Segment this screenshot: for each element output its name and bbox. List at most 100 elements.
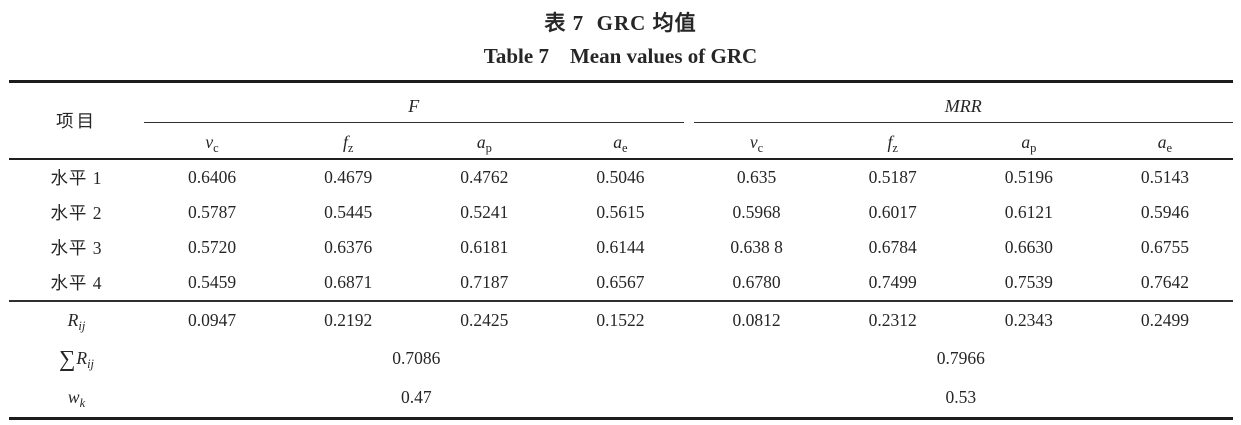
cell-weight-F: 0.47 — [400, 387, 432, 407]
cell-value: 0.7499 — [824, 265, 961, 302]
cell-value: 0.5445 — [324, 202, 373, 222]
cell-weight-MRR: 0.53 — [945, 387, 977, 407]
cell-value: 0.2192 — [324, 310, 373, 330]
var-base: w — [67, 387, 80, 407]
var-sub: ij — [78, 319, 86, 333]
cell-value: 0.6121 — [1004, 202, 1053, 222]
var-base: v — [749, 132, 758, 152]
row-label-wk: wk — [9, 378, 144, 419]
cell-value: 0.5196 — [1004, 167, 1053, 187]
var-base: f — [342, 132, 348, 152]
cell-value: 0.2343 — [1004, 310, 1053, 330]
group-label-F: F — [144, 88, 684, 123]
row-label-sum-Rij: ∑Rij — [9, 339, 144, 378]
group-label-MRR: MRR — [693, 88, 1233, 123]
row-label: 水平 4 — [9, 265, 144, 302]
cell-value: 0.6144 — [596, 237, 645, 257]
var-sub: e — [1166, 141, 1173, 155]
group-header-F: F — [144, 82, 689, 128]
row-label: 水平 3 — [50, 238, 103, 258]
var-sub: e — [622, 141, 628, 155]
var-base: R — [67, 310, 79, 330]
var-sub: z — [892, 141, 898, 155]
table-row-sum-Rij: ∑Rij 0.7086 0.7966 — [9, 339, 1233, 378]
cell-value: 0.7539 — [960, 265, 1097, 302]
table-title-english: Table 7 Mean values of GRC — [483, 44, 758, 68]
cell-value: 0.635 — [736, 167, 777, 187]
subcol-MRR-fz: fz — [824, 127, 961, 160]
cell-value: 0.6784 — [868, 237, 917, 257]
cell-value: 0.6017 — [868, 202, 917, 222]
cell-value: 0.0812 — [732, 310, 781, 330]
row-label: 水平 1 — [50, 168, 103, 188]
cell-value: 0.5143 — [1140, 167, 1189, 187]
cell-value: 0.5241 — [460, 202, 509, 222]
cell-value: 0.6567 — [552, 265, 689, 302]
var-sub: c — [757, 141, 764, 155]
var-base: f — [887, 132, 893, 152]
var-sub: c — [213, 141, 219, 155]
sigma-symbol: ∑ — [58, 345, 76, 371]
var-base: a — [613, 132, 623, 152]
cell-value: 0.6755 — [1140, 237, 1189, 257]
cell-value: 0.1522 — [596, 310, 645, 330]
cell-value: 0.2312 — [868, 310, 917, 330]
subcol-F-vc: vc — [144, 127, 281, 160]
var-base: a — [476, 132, 486, 152]
grc-mean-values-table: 项目 F MRR vc fz ap ae vc fz ap ae 水平 1 0.… — [9, 80, 1233, 420]
subcol-MRR-ap: ap — [960, 127, 1097, 160]
cell-value: 0.5459 — [144, 265, 281, 302]
cell-value: 0.6181 — [460, 237, 509, 257]
var-sub: p — [485, 141, 492, 155]
group-header-MRR: MRR — [689, 82, 1233, 128]
subcol-MRR-ae: ae — [1096, 127, 1233, 160]
cell-value: 0.6406 — [188, 167, 237, 187]
cell-value: 0.5615 — [596, 202, 645, 222]
subcol-F-ae: ae — [552, 127, 689, 160]
cell-value: 0.5787 — [188, 202, 237, 222]
cell-value: 0.7187 — [416, 265, 553, 302]
subcol-F-fz: fz — [280, 127, 417, 160]
header-group-row: 项目 F MRR — [9, 81, 1233, 160]
cell-value: 0.0947 — [188, 310, 237, 330]
var-sub: k — [79, 396, 86, 410]
cell-value: 0.6871 — [280, 265, 417, 302]
cell-value: 0.4679 — [324, 167, 373, 187]
table-row-level-4: 水平 4 0.5459 0.6871 0.7187 0.6567 0.6780 … — [9, 265, 1233, 302]
cell-value: 0.6630 — [1004, 237, 1053, 257]
cell-value: 0.7642 — [1096, 265, 1233, 302]
cell-value: 0.6780 — [688, 265, 825, 302]
var-base: a — [1021, 132, 1031, 152]
cell-sum-MRR: 0.7966 — [936, 348, 985, 368]
table-row-level-3: 水平 3 0.5720 0.6376 0.6181 0.6144 0.638 8… — [9, 230, 1233, 265]
cell-value: 0.5046 — [596, 167, 645, 187]
table-title-chinese: 表 7 GRC 均值 — [544, 11, 697, 35]
header-subcolumn-row: vc fz ap ae vc fz ap ae — [9, 127, 1233, 160]
table-row-level-1: 水平 1 0.6406 0.4679 0.4762 0.5046 0.635 0… — [9, 159, 1233, 195]
cell-sum-F: 0.7086 — [392, 348, 441, 368]
cell-value: 0.638 8 — [730, 237, 783, 257]
cell-value: 0.5720 — [188, 237, 237, 257]
var-base: v — [205, 132, 214, 152]
item-column-header: 项目 — [9, 81, 144, 160]
subcol-F-ap: ap — [416, 127, 553, 160]
subcol-MRR-vc: vc — [688, 127, 825, 160]
cell-value: 0.2499 — [1140, 310, 1189, 330]
cell-value: 0.6376 — [324, 237, 373, 257]
cell-value: 0.4762 — [460, 167, 509, 187]
cell-value: 0.2425 — [460, 310, 509, 330]
var-base: a — [1157, 132, 1167, 152]
table-row-weight-wk: wk 0.47 0.53 — [9, 378, 1233, 419]
var-sub: ij — [87, 356, 95, 371]
var-sub: p — [1030, 141, 1037, 155]
table-row-level-2: 水平 2 0.5787 0.5445 0.5241 0.5615 0.5968 … — [9, 195, 1233, 230]
cell-value: 0.5968 — [732, 202, 781, 222]
var-sub: z — [347, 141, 354, 155]
cell-value: 0.5946 — [1140, 202, 1189, 222]
var-base: R — [76, 347, 88, 368]
cell-value: 0.5187 — [868, 167, 917, 187]
row-label: 水平 2 — [50, 203, 103, 223]
row-label-Rij: Rij — [9, 301, 144, 339]
table-row-range-Rij: Rij 0.0947 0.2192 0.2425 0.1522 0.0812 0… — [9, 301, 1233, 339]
